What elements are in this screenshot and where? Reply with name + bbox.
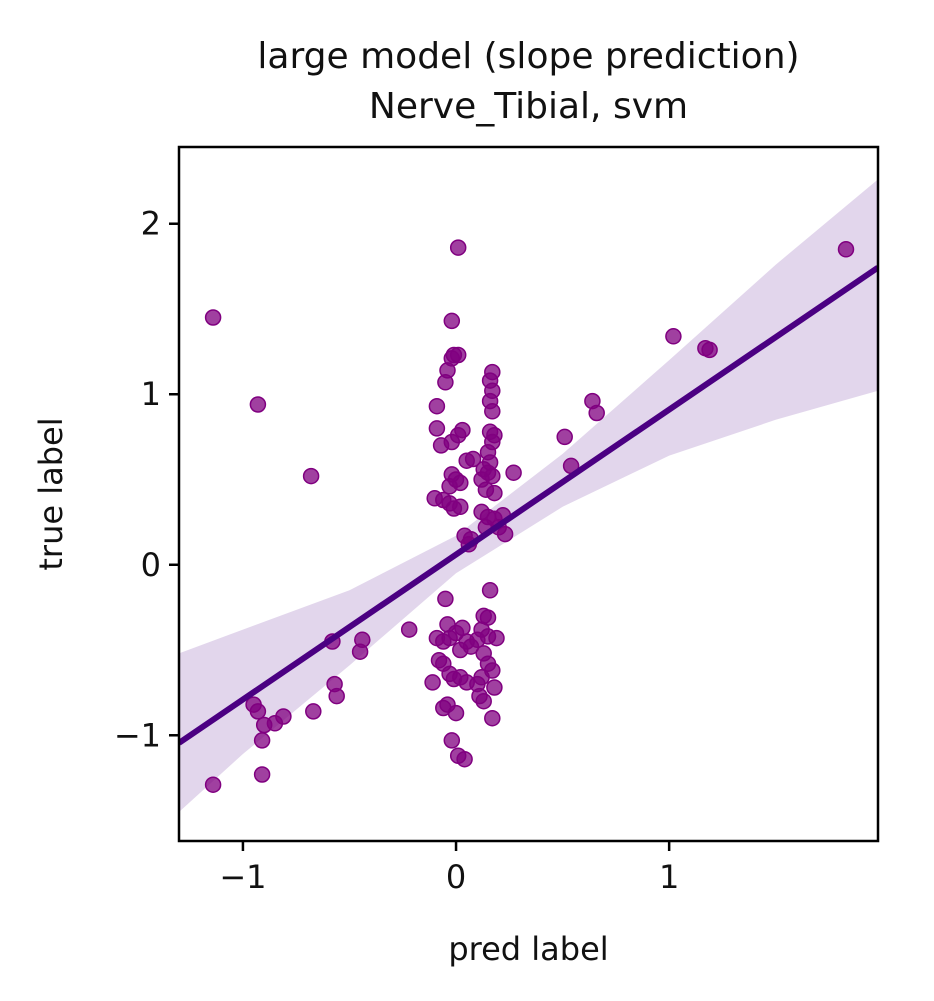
data-point bbox=[249, 396, 267, 413]
data-point bbox=[452, 641, 469, 659]
data-point bbox=[486, 679, 503, 696]
data-point bbox=[481, 582, 499, 599]
data-point bbox=[447, 704, 465, 722]
data-point bbox=[488, 629, 505, 647]
data-point bbox=[454, 619, 471, 637]
data-point bbox=[496, 525, 514, 543]
x-axis: −1 0 1 bbox=[219, 841, 679, 896]
data-point bbox=[665, 328, 682, 345]
y-tick-label: 1 bbox=[141, 375, 161, 413]
data-point bbox=[484, 709, 501, 727]
data-point bbox=[484, 403, 501, 420]
data-point bbox=[204, 309, 222, 326]
data-point bbox=[305, 703, 322, 720]
x-tick-label: −1 bbox=[219, 858, 266, 896]
data-point bbox=[437, 374, 454, 391]
data-point bbox=[454, 421, 471, 439]
regression-line-layer bbox=[179, 265, 878, 746]
data-point bbox=[328, 687, 345, 705]
data-point bbox=[464, 450, 482, 468]
data-point bbox=[449, 239, 467, 256]
data-point bbox=[437, 590, 454, 608]
data-point bbox=[469, 631, 486, 649]
chart-subtitle: Nerve_Tibial, svm bbox=[368, 86, 689, 127]
data-point bbox=[588, 404, 605, 422]
data-point bbox=[302, 467, 320, 485]
data-point bbox=[255, 716, 273, 734]
data-point bbox=[701, 341, 718, 359]
data-point bbox=[351, 643, 369, 660]
y-tick-label: −1 bbox=[114, 716, 161, 754]
data-point bbox=[505, 464, 522, 481]
y-tick-label: 2 bbox=[141, 205, 161, 243]
data-point bbox=[249, 703, 267, 720]
data-point bbox=[443, 732, 461, 749]
x-axis-label: pred label bbox=[448, 930, 608, 968]
data-point bbox=[452, 498, 469, 516]
data-point bbox=[486, 484, 503, 502]
data-point bbox=[428, 420, 446, 437]
x-tick-label: 0 bbox=[446, 858, 466, 896]
y-tick-label: 0 bbox=[141, 546, 161, 584]
data-point bbox=[428, 397, 446, 415]
data-point bbox=[475, 692, 492, 710]
plot-frame bbox=[177, 145, 880, 843]
data-point bbox=[253, 732, 271, 749]
data-point bbox=[837, 241, 855, 258]
data-point bbox=[456, 750, 473, 768]
data-point bbox=[204, 776, 222, 793]
y-axis-label: true label bbox=[32, 417, 70, 570]
data-point bbox=[424, 674, 441, 691]
x-tick-label: 1 bbox=[659, 858, 679, 896]
data-point bbox=[441, 478, 458, 495]
data-point bbox=[443, 312, 461, 330]
data-point bbox=[449, 346, 467, 364]
data-point bbox=[253, 766, 271, 783]
y-axis: −1 0 1 2 bbox=[114, 205, 179, 754]
data-point bbox=[556, 428, 573, 446]
data-point bbox=[400, 621, 418, 638]
chart-title: large model (slope prediction) bbox=[257, 36, 800, 77]
points-layer bbox=[204, 239, 855, 793]
regression-line bbox=[179, 265, 878, 746]
